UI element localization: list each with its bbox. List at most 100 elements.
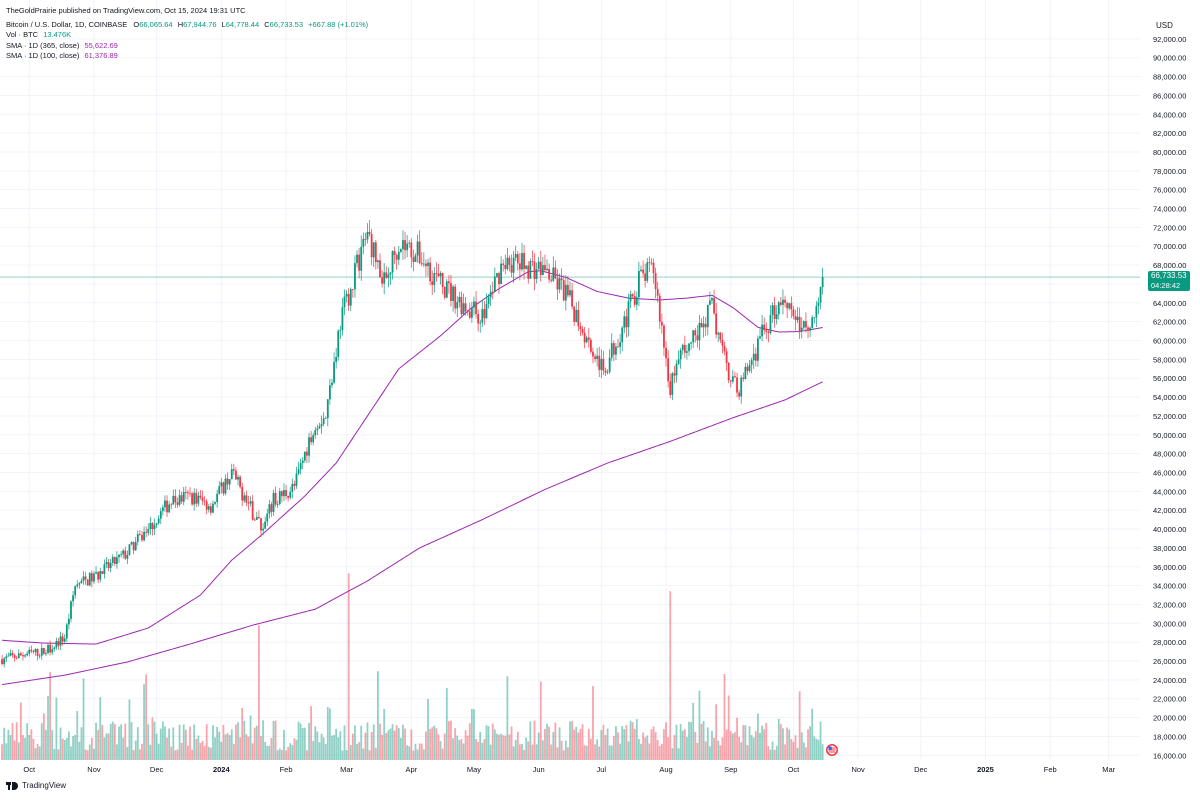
candle-body bbox=[166, 500, 168, 513]
volume-bar bbox=[197, 735, 200, 760]
volume-bar bbox=[172, 727, 175, 760]
volume-bar bbox=[170, 746, 173, 760]
candle-body bbox=[308, 437, 310, 456]
volume-bar bbox=[589, 738, 592, 760]
tradingview-brand[interactable]: TradingView bbox=[6, 781, 66, 790]
volume-bar bbox=[552, 731, 555, 760]
y-tick-label: 42,000.00 bbox=[1153, 506, 1186, 515]
volume-bar bbox=[441, 748, 444, 760]
volume-bar bbox=[792, 741, 795, 760]
volume-bar bbox=[548, 726, 551, 760]
volume-bar bbox=[579, 728, 582, 760]
volume-bar bbox=[207, 746, 210, 760]
volume-bar bbox=[189, 726, 191, 760]
y-tick-label: 64,000.00 bbox=[1153, 299, 1186, 308]
candle-body bbox=[734, 376, 736, 378]
candle-body bbox=[807, 327, 809, 331]
candle-body bbox=[53, 647, 56, 650]
candle-body bbox=[237, 476, 239, 480]
candle-body bbox=[688, 343, 690, 352]
candle-body bbox=[464, 303, 467, 312]
volume-bar bbox=[677, 748, 680, 760]
volume-bar bbox=[32, 738, 35, 760]
volume-bar bbox=[103, 737, 106, 760]
volume-bar bbox=[322, 737, 325, 760]
volume-bar bbox=[633, 728, 636, 760]
sma100-label: SMA · 1D (100, close) bbox=[6, 51, 80, 60]
candle-body bbox=[439, 272, 442, 277]
candle-body bbox=[258, 517, 260, 519]
volume-bar bbox=[679, 724, 682, 760]
candle-body bbox=[366, 232, 369, 240]
candle-body bbox=[122, 550, 125, 555]
candle-body bbox=[356, 254, 358, 264]
volume-bar bbox=[681, 730, 684, 760]
volume-bar bbox=[470, 708, 473, 760]
volume-bar bbox=[49, 671, 52, 760]
volume-bar bbox=[159, 728, 162, 760]
candle-body bbox=[431, 281, 434, 285]
volume-bar bbox=[742, 725, 745, 760]
volume-bar bbox=[145, 674, 148, 760]
volume-bar bbox=[368, 750, 371, 760]
volume-bar bbox=[182, 724, 185, 760]
candle-body bbox=[197, 495, 200, 504]
volume-bar bbox=[581, 724, 584, 760]
candle-body bbox=[473, 301, 475, 308]
y-tick-label: 28,000.00 bbox=[1153, 638, 1186, 647]
volume-bar bbox=[527, 741, 530, 760]
candle-body bbox=[176, 502, 179, 505]
volume-bar bbox=[727, 695, 730, 760]
candle-body bbox=[642, 269, 644, 274]
candle-body bbox=[462, 303, 465, 315]
candle-body bbox=[38, 655, 41, 657]
candle-body bbox=[562, 280, 565, 301]
volume-bar bbox=[65, 737, 68, 760]
volume-bar bbox=[805, 747, 807, 760]
candle-body bbox=[487, 297, 490, 304]
volume-bar bbox=[623, 729, 626, 760]
volume-bar bbox=[205, 724, 208, 760]
candle-body bbox=[448, 281, 450, 284]
candle-body bbox=[1, 659, 3, 665]
candle-body bbox=[775, 314, 778, 319]
volume-bar bbox=[258, 625, 260, 760]
candle-body bbox=[759, 336, 761, 339]
candle-body bbox=[22, 655, 24, 657]
volume-bar bbox=[504, 735, 507, 760]
candle-body bbox=[220, 482, 223, 487]
volume-bar bbox=[487, 726, 490, 760]
candle-body bbox=[615, 346, 617, 355]
volume-bar bbox=[660, 743, 663, 760]
candle-body bbox=[663, 325, 665, 348]
volume-bar bbox=[464, 730, 467, 760]
y-tick-label: 70,000.00 bbox=[1153, 242, 1186, 251]
candle-body bbox=[132, 542, 135, 551]
volume-bar bbox=[216, 726, 219, 760]
y-tick-label: 48,000.00 bbox=[1153, 450, 1186, 459]
volume-bar bbox=[752, 737, 755, 760]
candle-body bbox=[746, 366, 749, 371]
candle-body bbox=[704, 323, 707, 328]
candle-body bbox=[15, 657, 18, 659]
candle-body bbox=[665, 347, 667, 359]
candle-body bbox=[512, 257, 515, 273]
volume-bar bbox=[819, 721, 822, 760]
x-tick-label: Apr bbox=[405, 765, 417, 774]
candle-body bbox=[247, 502, 250, 504]
candle-body bbox=[349, 289, 352, 306]
volume-bar bbox=[456, 735, 459, 760]
candle-body bbox=[272, 492, 275, 512]
volume-bar bbox=[802, 742, 805, 760]
candle-body bbox=[736, 377, 738, 393]
candle-body bbox=[387, 274, 390, 278]
candle-body bbox=[427, 262, 429, 267]
sma100-value: 61,376.89 bbox=[84, 51, 118, 60]
volume-bar bbox=[335, 728, 338, 760]
candle-body bbox=[673, 373, 676, 376]
volume-bar bbox=[562, 750, 565, 760]
volume-bar bbox=[155, 733, 158, 760]
volume-bar bbox=[260, 736, 262, 760]
